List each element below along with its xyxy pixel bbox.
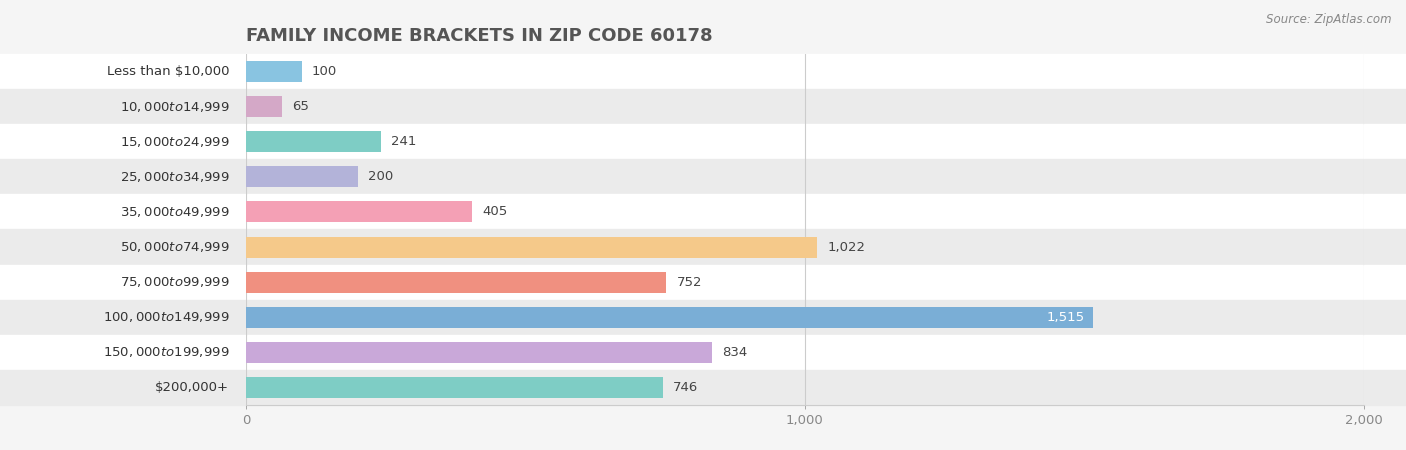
Bar	[246, 96, 283, 117]
Bar	[246, 202, 472, 222]
Bar	[1364, 370, 1406, 405]
Text: $75,000 to $99,999: $75,000 to $99,999	[120, 275, 229, 289]
Text: 752: 752	[676, 276, 702, 288]
Bar	[1364, 159, 1406, 194]
Bar	[1364, 194, 1406, 230]
Bar	[0, 159, 246, 194]
Bar	[0, 194, 246, 230]
Text: Less than $10,000: Less than $10,000	[107, 65, 229, 78]
Bar	[0, 89, 246, 124]
Bar	[246, 89, 1364, 124]
Bar	[0, 300, 246, 335]
Bar	[0, 124, 246, 159]
Bar	[246, 159, 1364, 194]
Bar	[1364, 230, 1406, 265]
Text: $200,000+: $200,000+	[155, 381, 229, 394]
Bar	[246, 377, 664, 398]
Bar	[1364, 89, 1406, 124]
Text: 1,022: 1,022	[827, 241, 865, 253]
Bar	[246, 370, 1364, 405]
Bar	[246, 342, 713, 363]
Bar	[246, 272, 666, 292]
Bar	[246, 265, 1364, 300]
Text: 746: 746	[673, 381, 699, 394]
Text: $15,000 to $24,999: $15,000 to $24,999	[120, 135, 229, 149]
Text: $100,000 to $149,999: $100,000 to $149,999	[103, 310, 229, 324]
Bar	[246, 237, 817, 257]
Bar	[0, 54, 246, 89]
Bar	[1364, 265, 1406, 300]
Text: FAMILY INCOME BRACKETS IN ZIP CODE 60178: FAMILY INCOME BRACKETS IN ZIP CODE 60178	[246, 27, 713, 45]
Bar	[1364, 124, 1406, 159]
Bar	[0, 265, 246, 300]
Text: Source: ZipAtlas.com: Source: ZipAtlas.com	[1267, 14, 1392, 27]
Bar	[246, 131, 381, 152]
Bar	[246, 124, 1364, 159]
Text: $35,000 to $49,999: $35,000 to $49,999	[120, 205, 229, 219]
Text: 1,515: 1,515	[1046, 311, 1084, 324]
Text: 405: 405	[482, 206, 508, 218]
Text: $150,000 to $199,999: $150,000 to $199,999	[103, 345, 229, 360]
Bar	[246, 54, 1364, 89]
Text: 241: 241	[391, 135, 416, 148]
Text: $25,000 to $34,999: $25,000 to $34,999	[120, 170, 229, 184]
Bar	[246, 300, 1364, 335]
Bar	[246, 230, 1364, 265]
Text: 834: 834	[723, 346, 748, 359]
Text: 200: 200	[368, 171, 394, 183]
Text: 65: 65	[292, 100, 309, 113]
Bar	[0, 335, 246, 370]
Bar	[0, 230, 246, 265]
Bar	[1364, 335, 1406, 370]
Bar	[1364, 54, 1406, 89]
Text: $10,000 to $14,999: $10,000 to $14,999	[120, 99, 229, 114]
Bar	[246, 166, 357, 187]
Bar	[246, 335, 1364, 370]
Text: $50,000 to $74,999: $50,000 to $74,999	[120, 240, 229, 254]
Bar	[246, 194, 1364, 230]
Bar	[246, 61, 302, 82]
Bar	[0, 370, 246, 405]
Bar	[1364, 300, 1406, 335]
Text: 100: 100	[312, 65, 337, 78]
Bar	[246, 307, 1092, 328]
